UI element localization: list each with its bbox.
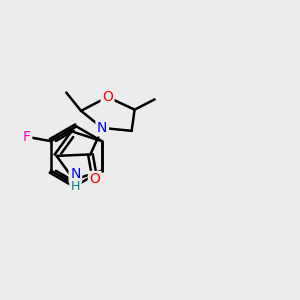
Text: O: O — [89, 172, 100, 186]
Text: H: H — [71, 180, 80, 193]
Text: F: F — [23, 130, 31, 144]
Text: N: N — [97, 121, 107, 135]
Text: N: N — [70, 167, 80, 182]
Text: O: O — [102, 90, 113, 104]
